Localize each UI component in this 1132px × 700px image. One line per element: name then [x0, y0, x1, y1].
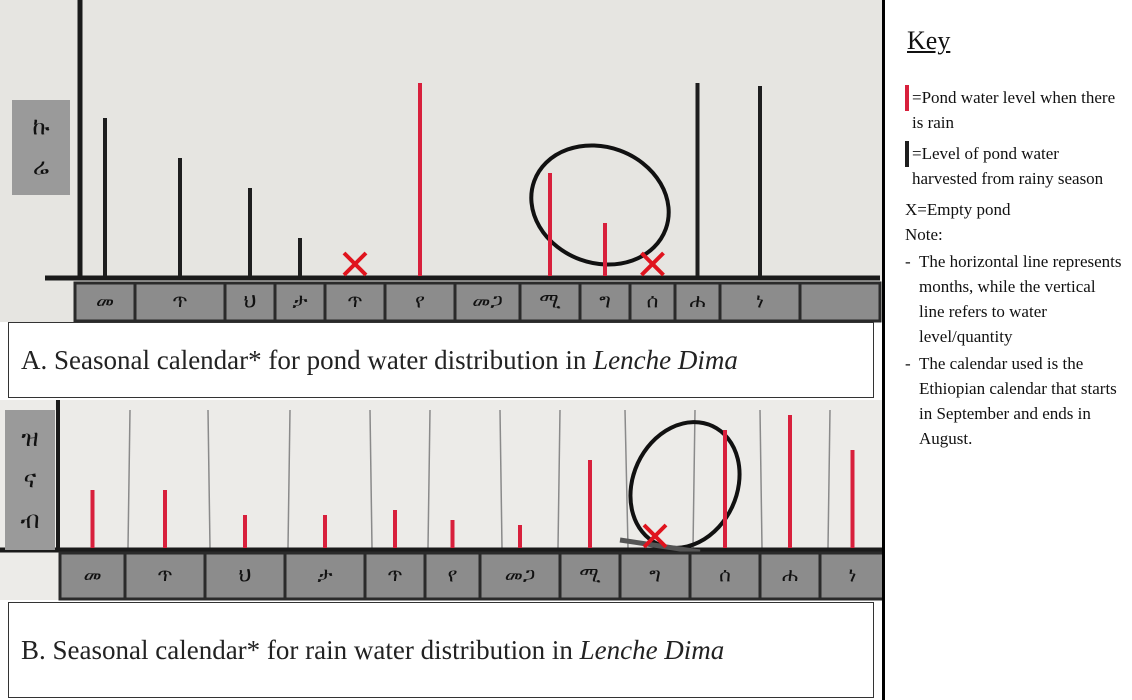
bullet: -: [905, 351, 919, 451]
month-label: መጋ: [472, 289, 502, 313]
key: Key =Pond water level when there is rain…: [882, 0, 1132, 700]
month-label: ነ: [756, 289, 764, 313]
month-label: ጥ: [387, 563, 402, 587]
month-label: ታ: [293, 289, 308, 313]
key-swatch: [905, 85, 909, 111]
note-text: The calendar used is the Ethiopian calen…: [919, 351, 1124, 451]
month-label: ታ: [318, 563, 333, 587]
key-swatch: [905, 141, 909, 167]
key-entry: =Pond water level when there is rain: [905, 85, 1124, 135]
month-label: የ: [448, 563, 458, 587]
axis-label: ና: [24, 465, 37, 493]
bullet: -: [905, 249, 919, 349]
notes: -The horizontal line represents months, …: [905, 249, 1124, 451]
month-label: ህ: [244, 289, 257, 313]
key-text: =Level of pond water harvested from rain…: [912, 141, 1124, 191]
note: -The horizontal line represents months, …: [905, 249, 1124, 349]
key-entry: =Level of pond water harvested from rain…: [905, 141, 1124, 191]
month-label: መ: [96, 289, 114, 313]
caption-place: Lenche Dima: [580, 635, 725, 666]
axis-label: ብ: [20, 506, 39, 534]
month-label: ሐ: [689, 289, 705, 313]
month-label: ግ: [649, 563, 661, 587]
key-title: Key: [907, 28, 1124, 53]
month-label: ህ: [239, 563, 252, 587]
month-label: ሰ: [719, 563, 731, 587]
month-label: ሚ: [579, 563, 601, 587]
caption-text: A. Seasonal calendar* for pond water dis…: [21, 345, 586, 376]
month-label: ሚ: [539, 289, 561, 313]
photo-a: [0, 0, 882, 322]
axis-label: ኩ: [32, 113, 49, 141]
month-label: ግ: [599, 289, 611, 313]
caption-text: B. Seasonal calendar* for rain water dis…: [21, 635, 573, 666]
month-label: ጥ: [347, 289, 362, 313]
figure: ኩሬ መ ጥ ህ ታ ጥ የ መጋ ሚ ግ ሰ ሐ ነ ዝናብ መ ጥ ህ ታ ጥ የ መጋ ሚ ግ ሰ ሐ ነ A. Seaso…: [0, 0, 1132, 700]
month-label: መጋ: [505, 563, 535, 587]
note-text: The horizontal line represents months, w…: [919, 249, 1124, 349]
month-label: መ: [83, 563, 101, 587]
month-label: ጥ: [172, 289, 187, 313]
key-text: =Pond water level when there is rain: [912, 85, 1124, 135]
month-label: ነ: [849, 563, 857, 587]
month-label: ሰ: [647, 289, 659, 313]
note-title: Note:: [905, 222, 1124, 247]
month-cell: [800, 283, 880, 321]
axis-label: ዝ: [21, 424, 38, 452]
month-label: ሐ: [782, 563, 798, 587]
caption-place: Lenche Dima: [593, 345, 738, 376]
caption-b: B. Seasonal calendar* for rain water dis…: [8, 602, 874, 698]
note: -The calendar used is the Ethiopian cale…: [905, 351, 1124, 451]
axis-label: ሬ: [33, 152, 49, 180]
month-label: ጥ: [157, 563, 172, 587]
month-label: የ: [415, 289, 425, 313]
key-text: X=Empty pond: [905, 197, 1124, 222]
caption-a: A. Seasonal calendar* for pond water dis…: [8, 322, 874, 398]
